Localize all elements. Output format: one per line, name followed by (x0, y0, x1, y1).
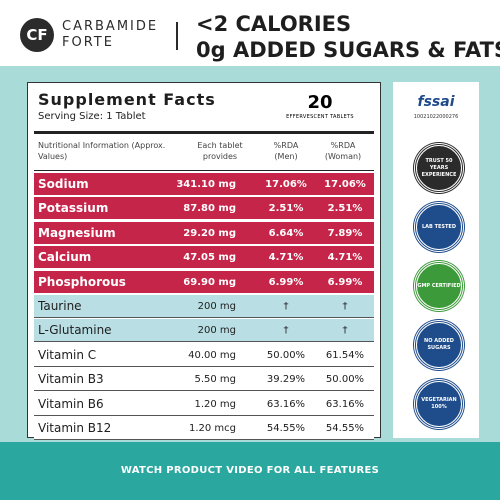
rda-woman: 17.06% (324, 179, 366, 190)
rda-woman: 61.54% (325, 349, 365, 361)
rda-men: 2.51% (268, 203, 304, 215)
column-header: Nutritional Information (Approx. Values) (38, 141, 166, 161)
facts-row: Calcium 47.05 mg 4.71% 4.71% (34, 246, 374, 270)
rda-men: 6.64% (268, 227, 304, 239)
serving-size: Serving Size: 1 Tablet (38, 111, 146, 122)
badge: TRUST 50 YEARS EXPERIENCE (414, 143, 464, 193)
rda-woman: 54.55% (325, 423, 365, 434)
column-header: Each tablet provides (197, 141, 243, 161)
amount: 69.90 mg (183, 276, 236, 288)
amount: 1.20 mg (194, 398, 236, 410)
nutrient-name: Potassium (38, 201, 109, 216)
amount: 29.20 mg (183, 227, 236, 239)
nutrient-name: Vitamin B12 (38, 421, 112, 435)
nutrient-name: Vitamin B6 (38, 396, 104, 411)
rda-men: 17.06% (265, 179, 307, 190)
rda-men: † (283, 301, 289, 312)
rda-woman: 63.16% (325, 398, 365, 410)
headline: <2 CALORIES (196, 12, 352, 36)
facts-row: Potassium 87.80 mg 2.51% 2.51% (34, 197, 374, 221)
rda-men: 4.71% (268, 252, 304, 264)
divider (176, 22, 178, 50)
rda-men: † (283, 325, 289, 337)
amount: 341.10 mg (176, 179, 236, 190)
tablet-count-label: EFFERVESCENT TABLETS (286, 114, 354, 120)
rda-men: 63.16% (266, 398, 306, 410)
column-header: %RDA (Men) (273, 141, 299, 161)
certification-panel (393, 82, 479, 438)
rule (34, 131, 374, 134)
amount: 47.05 mg (183, 252, 236, 264)
rda-men: 39.29% (266, 374, 306, 386)
facts-row: Vitamin B3 5.50 mg 39.29% 50.00% (34, 368, 374, 392)
nutrient-name: Phosphorous (38, 274, 126, 289)
badge: LAB TESTED (414, 202, 464, 252)
amount: 1.20 mcg (188, 423, 236, 434)
rda-men: 6.99% (268, 276, 304, 288)
rda-men: 54.55% (266, 423, 306, 434)
headline: 0g ADDED SUGARS & FATS (196, 38, 500, 62)
amount: 200 mg (197, 325, 236, 337)
brand-line: CARBAMIDE (62, 19, 159, 34)
facts-row: L-Glutamine 200 mg † † (34, 319, 374, 343)
nutrient-name: Magnesium (38, 225, 116, 240)
fssai-logo: fssai (417, 94, 455, 110)
facts-row: Taurine 200 mg † † (34, 295, 374, 318)
badge: VEGETARIAN 100% (414, 379, 464, 429)
rda-woman: † (342, 325, 348, 337)
facts-row: Vitamin B12 1.20 mcg 54.55% 54.55% (34, 417, 374, 440)
facts-row: Vitamin C 40.00 mg 50.00% 61.54% (34, 343, 374, 367)
nutrient-name: Vitamin B3 (38, 372, 104, 387)
rule (34, 170, 374, 171)
rda-woman: 6.99% (327, 276, 363, 288)
logo-mark: CF (20, 18, 54, 52)
facts-row: Vitamin B6 1.20 mg 63.16% 63.16% (34, 392, 374, 416)
rda-woman: 2.51% (327, 203, 363, 215)
nutrient-name: Sodium (38, 177, 89, 191)
rda-men: 50.00% (266, 349, 306, 361)
facts-row: Phosphorous 69.90 mg 6.99% 6.99% (34, 270, 374, 294)
rda-woman: 4.71% (327, 252, 363, 264)
rda-woman: 50.00% (325, 374, 365, 386)
badge: NO ADDED SUGARS (414, 320, 464, 370)
column-header: %RDA (Woman) (324, 141, 362, 161)
footer-band (0, 442, 500, 500)
brand-line: FORTE (62, 35, 114, 50)
amount: 200 mg (197, 301, 236, 312)
facts-title: Supplement Facts (38, 90, 216, 109)
amount: 87.80 mg (183, 203, 236, 215)
facts-row: Magnesium 29.20 mg 6.64% 7.89% (34, 221, 374, 245)
facts-row: Sodium 341.10 mg 17.06% 17.06% (34, 173, 374, 196)
rda-woman: † (342, 301, 348, 312)
amount: 5.50 mg (194, 374, 236, 386)
video-link[interactable]: WATCH PRODUCT VIDEO FOR ALL FEATURES (120, 465, 380, 476)
nutrient-name: Vitamin C (38, 347, 97, 362)
badge: GMP CERTIFIED (414, 261, 464, 311)
rda-woman: 7.89% (327, 227, 363, 239)
amount: 40.00 mg (188, 349, 236, 361)
tablet-count: 20 (307, 92, 333, 113)
nutrient-name: Taurine (38, 299, 82, 313)
nutrient-name: Calcium (38, 250, 92, 265)
fssai-number: 10021022000276 (413, 114, 459, 120)
nutrient-name: L-Glutamine (38, 323, 112, 338)
